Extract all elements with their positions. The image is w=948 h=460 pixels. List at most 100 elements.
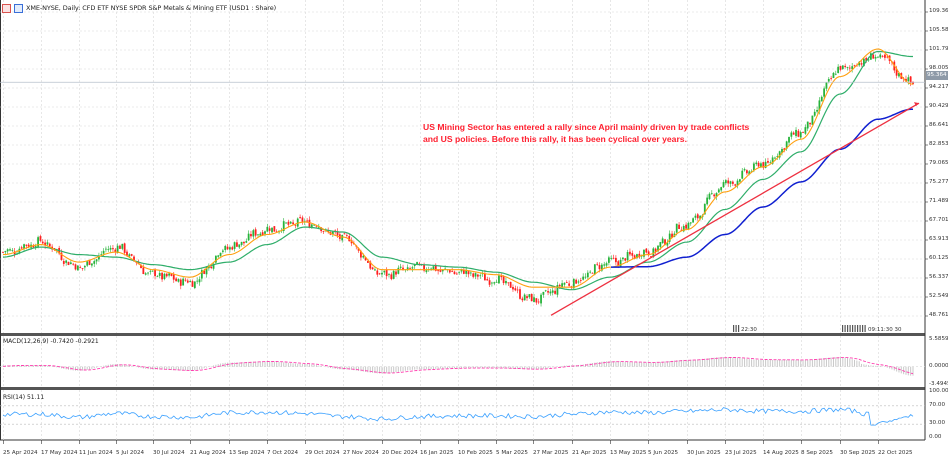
candle-body [196,280,199,282]
price-axis-label: 67.701 [929,217,948,223]
event-marker-icon[interactable] [859,325,861,332]
candle-body [165,273,168,277]
candle-body [591,272,594,274]
candle-body [236,242,238,247]
candle-body [62,260,65,264]
candle-body [259,233,262,236]
price-axis-label: 109.369 [929,8,948,14]
event-marker-icon[interactable] [857,325,859,332]
candle-body [505,281,507,284]
event-marker-icon[interactable] [862,325,864,332]
candle-body [453,271,456,275]
event-marker-icon[interactable] [847,325,849,332]
price-axis-label: 56.337 [929,274,948,280]
candle-body [37,237,39,247]
candle-body [678,224,680,229]
candle-body [168,273,170,276]
candle-body [610,257,613,259]
candle-body [841,65,844,69]
moving-average-fast [2,48,914,288]
candle-body [147,272,149,274]
time-axis-label: 8 Sep 2025 [801,450,833,456]
candle-body [6,249,9,252]
candle-body [465,269,468,274]
candle-body [645,248,648,253]
candle-body [495,281,498,283]
candle-body [692,218,695,223]
candle-body [441,269,444,272]
chart-type-icon[interactable] [2,3,11,13]
symbol-icon[interactable] [14,3,23,13]
candle-body [170,273,173,276]
candle-body [813,111,816,116]
candle-body [708,193,711,200]
candle-body [434,264,437,271]
candle-body [126,251,128,256]
candle-body [177,279,180,282]
candle-body [764,161,767,168]
candle-body [600,264,603,271]
candle-body [554,290,556,294]
candle-body [832,72,835,79]
candle-body [402,267,404,270]
candle-body [717,189,720,193]
candle-body [203,270,206,274]
candle-body [556,285,559,295]
event-marker-icon[interactable] [842,325,844,332]
event-marker-icon[interactable] [852,325,854,332]
candle-body [607,257,610,263]
candle-body [860,63,863,65]
candle-body [116,245,119,253]
time-axis-label: 22 Oct 2025 [878,450,913,456]
candle-body [133,256,135,261]
candle-body [214,255,217,263]
time-axis-label: 13 Sep 2024 [229,450,265,456]
candle-body [872,54,875,59]
candle-body [289,221,292,224]
candle-body [706,197,709,205]
candle-body [102,250,105,254]
event-marker-icon[interactable] [854,325,856,332]
event-marker-icon[interactable] [738,325,740,332]
candle-body [48,243,51,247]
candle-body [579,280,582,281]
event-marker-icon[interactable] [864,325,866,332]
candle-body [25,244,28,246]
candle-body [488,280,491,285]
price-axis-label: 71.489 [929,198,948,204]
candle-body [212,263,215,269]
candle-body [119,245,121,249]
time-axis-label: 29 Oct 2024 [305,450,340,456]
event-marker-label: 09:11:30 30 [868,327,902,333]
chart-annotation[interactable]: US Mining Sector has entered a rally sin… [423,122,749,145]
event-marker-icon[interactable] [733,325,735,332]
candle-body [851,66,854,70]
price-axis-label: 63.913 [929,236,948,242]
price-axis-label: 94.217 [929,84,948,90]
trendline[interactable] [550,102,920,316]
candle-body [778,151,781,158]
candle-body [593,264,596,275]
candle-body [175,278,178,282]
candle-body [76,265,79,271]
candle-body [680,229,683,231]
time-axis-label: 23 Jul 2025 [725,450,757,456]
candle-body [713,194,716,197]
event-marker-label: 22:30 [741,327,757,333]
candle-body [360,251,362,258]
candle-body [282,221,285,231]
candle-body [154,270,156,277]
macd-signal-line [2,357,914,375]
price-axis-label: 82.853 [929,141,948,147]
candle-body [156,276,159,278]
event-marker-icon[interactable] [844,325,846,332]
event-marker-icon[interactable] [735,325,737,332]
candle-body [519,289,521,299]
candle-body [760,163,762,168]
price-axis-label: 75.277 [929,179,948,185]
candle-body [4,251,7,253]
candle-body [23,244,25,249]
event-marker-icon[interactable] [849,325,851,332]
